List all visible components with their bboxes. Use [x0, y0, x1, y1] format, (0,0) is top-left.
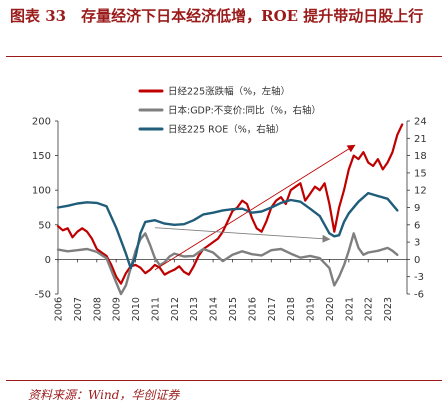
x-tick-label: 2020: [325, 297, 336, 321]
series-line-nikkei225-change: [56, 123, 404, 285]
x-tick-label: 2022: [364, 297, 375, 321]
x-tick-label: 2014: [209, 297, 220, 321]
x-tick-label: 2019: [306, 297, 317, 321]
title-rule: [6, 56, 442, 57]
right-tick-label: 6: [414, 220, 420, 231]
x-tick-label: 2007: [73, 297, 84, 321]
x-tick-label: 2023: [383, 297, 394, 321]
annotations-group: [154, 144, 356, 271]
x-tick-label: 2012: [170, 297, 181, 321]
legend-label-nikkei225-roe: 日经225 ROE（%，右轴）: [168, 124, 285, 136]
chart-title: 图表 33 存量经济下日本经济低增，ROE 提升带动日股上行: [10, 7, 424, 25]
right-tick-label: 18: [414, 151, 427, 162]
series-group: [56, 123, 404, 296]
right-tick-label: 24: [414, 117, 427, 128]
left-tick-label: 150: [32, 151, 51, 162]
legend-label-japan-gdp-yoy: 日本:GDP:不变价:同比（%，右轴）: [168, 105, 321, 117]
x-tick-label: 2013: [189, 297, 200, 321]
series-line-nikkei225-roe: [56, 191, 399, 270]
x-tick-label: 2009: [112, 297, 123, 321]
left-tick-label: 50: [38, 220, 51, 231]
series-line-japan-gdp-yoy: [56, 232, 399, 296]
source-note: 资料来源：Wind，华创证券: [28, 388, 180, 402]
x-tick-label: 2006: [54, 297, 65, 321]
left-tick-label: 200: [32, 117, 51, 128]
right-tick-label: 9: [414, 203, 420, 214]
x-tick-label: 2010: [131, 297, 142, 321]
left-tick-label: 100: [32, 186, 51, 197]
axes-group: -50 0 50 100 150 200 -6 -3 0 3 6 9 12 15 18 21 24 2006 200…: [32, 117, 427, 322]
trend-arrow-red: [154, 144, 356, 271]
left-tick-label: 0: [45, 255, 51, 266]
right-tick-label: 12: [414, 186, 427, 197]
legend-label-nikkei225-change: 日经225涨跌幅（%，左轴）: [168, 86, 290, 98]
x-tick-label: 2017: [267, 297, 278, 321]
x-tick-label: 2018: [286, 297, 297, 321]
right-tick-label: 15: [414, 168, 427, 179]
right-tick-label: -3: [414, 272, 424, 283]
x-tick-label: 2015: [228, 297, 239, 321]
left-tick-label: -50: [35, 290, 51, 301]
right-tick-label: -6: [414, 290, 424, 301]
source-rule: [6, 380, 442, 381]
x-tick-label: 2021: [344, 297, 355, 321]
x-tick-label: 2008: [92, 297, 103, 321]
x-tick-label: 2016: [247, 297, 258, 321]
trend-arrow-gray: [154, 227, 331, 243]
right-tick-label: 0: [414, 255, 420, 266]
right-tick-label: 3: [414, 238, 420, 249]
legend: 日经225涨跌幅（%，左轴） 日本:GDP:不变价:同比（%，右轴） 日经225 R…: [138, 86, 321, 136]
x-tick-label: 2011: [150, 297, 161, 321]
right-tick-label: 21: [414, 134, 427, 145]
